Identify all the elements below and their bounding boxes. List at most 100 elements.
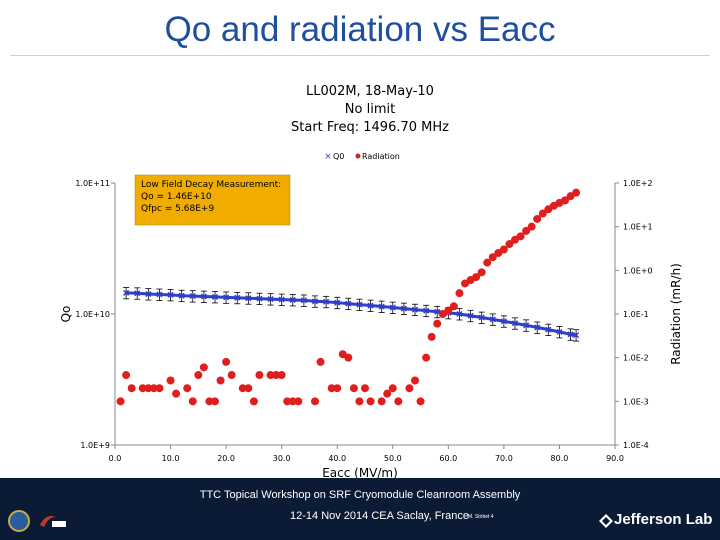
x-tick-label: 60.0 xyxy=(439,454,457,463)
radiation-point xyxy=(138,384,147,393)
radiation-point xyxy=(538,209,547,218)
x-tick-label: 90.0 xyxy=(606,454,624,463)
chart-title-line-1: LL002M, 18-May-10 xyxy=(306,84,434,99)
footer-workshop-title: TTC Topical Workshop on SRF Cryomodule C… xyxy=(199,489,521,501)
radiation-point xyxy=(472,273,481,282)
annotation-line: Low Field Decay Measurement: xyxy=(141,180,281,190)
q0-series-line xyxy=(126,291,577,337)
q0-point xyxy=(245,295,252,302)
radiation-point xyxy=(211,397,219,406)
right-tick-label: 1.0E+2 xyxy=(623,179,653,188)
footer-bar xyxy=(0,478,720,540)
jefferson-lab-logo-icon xyxy=(599,514,613,528)
footer-brand: Jefferson Lab xyxy=(614,511,713,528)
radiation-point xyxy=(255,371,264,380)
legend-q0-label: Q0 xyxy=(333,152,344,161)
chart-title-line-2: No limit xyxy=(345,102,395,117)
q0-point xyxy=(511,320,519,327)
chart-title: LL002M, 18-May-10 No limit Start Freq: 1… xyxy=(291,84,449,135)
radiation-point xyxy=(483,258,492,267)
x-tick-label: 30.0 xyxy=(273,454,291,463)
radiation-point xyxy=(449,302,458,311)
radiation-point xyxy=(422,353,431,362)
left-tick-label: 1.0E+10 xyxy=(75,310,110,319)
radiation-point xyxy=(572,188,581,197)
radiation-point xyxy=(377,397,386,406)
radiation-point xyxy=(216,376,225,385)
radiation-point xyxy=(194,371,203,380)
q0-point xyxy=(356,301,363,308)
radiation-point xyxy=(505,240,514,249)
radiation-point xyxy=(333,384,342,393)
plot-area xyxy=(116,188,581,406)
right-tick-label: 1.0E-3 xyxy=(623,397,649,406)
radiation-point xyxy=(444,306,453,315)
q0-point xyxy=(345,300,352,307)
q0-point xyxy=(456,310,463,318)
chart-title-line-3: Start Freq: 1496.70 MHz xyxy=(291,120,449,135)
q0-point xyxy=(489,316,496,323)
radiation-point xyxy=(166,376,175,385)
legend-radiation-label: Radiation xyxy=(362,152,400,161)
jsa-logo-icon xyxy=(40,516,66,527)
radiation-point xyxy=(488,253,497,262)
chart: LL002M, 18-May-10 No limit Start Freq: 1… xyxy=(59,84,683,478)
q0-point xyxy=(523,322,530,329)
radiation-point xyxy=(199,363,208,372)
x-tick-label: 50.0 xyxy=(384,454,402,463)
radiation-point xyxy=(433,319,442,328)
q0-point xyxy=(334,299,341,306)
q0-point xyxy=(289,296,296,303)
q0-point xyxy=(500,318,507,325)
radiation-point xyxy=(366,397,375,406)
radiation-point xyxy=(249,397,258,406)
radiation-point xyxy=(183,384,192,393)
q0-point xyxy=(178,292,185,299)
radiation-point xyxy=(522,226,531,235)
q0-point xyxy=(467,312,474,319)
radiation-point xyxy=(227,371,236,380)
radiation-point xyxy=(416,397,425,406)
q0-point xyxy=(423,307,430,314)
radiation-point xyxy=(127,384,136,393)
right-tick-label: 1.0E+0 xyxy=(623,266,653,275)
radiation-point xyxy=(533,214,542,223)
q0-point xyxy=(211,293,219,300)
radiation-point xyxy=(388,384,397,393)
q0-point xyxy=(167,291,174,298)
q0-point xyxy=(323,298,330,305)
q0-point xyxy=(189,293,196,300)
legend-radiation-marker xyxy=(355,153,361,159)
radiation-point xyxy=(349,384,358,393)
q0-point xyxy=(234,294,241,301)
radiation-point xyxy=(149,384,158,393)
right-tick-label: 1.0E+1 xyxy=(623,223,653,232)
q0-point xyxy=(573,332,580,339)
radiation-point xyxy=(427,332,436,341)
q0-point xyxy=(567,331,574,338)
q0-point xyxy=(411,306,419,313)
q0-point xyxy=(278,296,285,303)
radiation-point xyxy=(477,268,486,277)
q0-point xyxy=(389,304,396,311)
footer-author: M. Stirbet 4 xyxy=(468,514,494,520)
radiation-point xyxy=(394,397,403,406)
legend-q0-marker: × xyxy=(324,152,332,162)
radiation-point xyxy=(344,353,353,362)
q0-point xyxy=(223,294,230,301)
x-tick-label: 0.0 xyxy=(109,454,122,463)
radiation-point xyxy=(277,371,286,380)
radiation-point xyxy=(283,397,292,406)
radiation-point xyxy=(116,397,125,406)
doe-seal-icon xyxy=(8,510,30,532)
x-axis-label: Eacc (MV/m) xyxy=(322,466,398,478)
q0-point xyxy=(300,297,307,304)
radiation-point xyxy=(561,196,569,205)
radiation-point xyxy=(383,389,392,398)
radiation-point xyxy=(205,397,214,406)
q0-point xyxy=(134,290,141,297)
radiation-point xyxy=(411,376,419,385)
q0-point xyxy=(123,289,130,296)
radiation-point xyxy=(238,384,247,393)
radiation-point xyxy=(361,384,369,393)
